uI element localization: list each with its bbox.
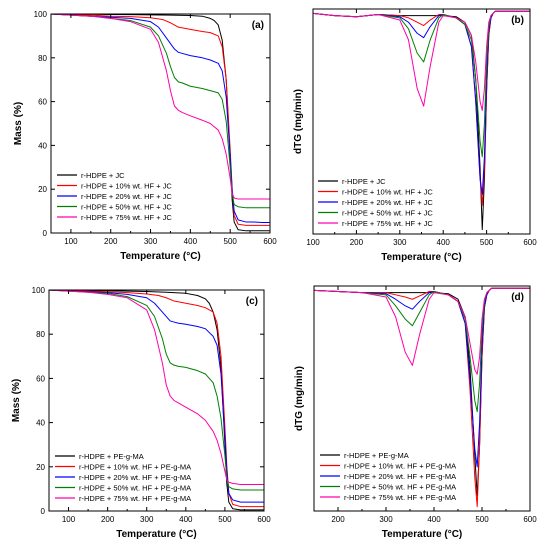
y-tick-label: 20 [38,185,47,194]
series-line-4 [49,290,264,491]
series-line-2 [51,14,270,226]
series-line-4 [313,10,530,158]
legend-entry: r-HDPE + 75% wt. HF + PE-g-MA [79,494,191,503]
panel-label: (a) [252,20,264,31]
legend-entry: r-HDPE + PE-g-MA [344,451,409,460]
legend-entry: r-HDPE + 20% wt. HF + JC [81,192,172,201]
series-line-1 [51,14,270,232]
x-tick-label: 500 [218,515,232,524]
legend-entry: r-HDPE + 10% wt. HF + PE-g-MA [344,461,456,470]
panel-label: (c) [246,296,258,307]
series-line-1 [49,290,264,511]
x-tick-label: 300 [140,515,154,524]
y-tick-label: 100 [34,10,48,19]
x-tick-label: 200 [101,515,115,524]
x-tick-label: 100 [306,238,320,247]
y-tick-label: 20 [36,463,45,472]
legend-entry: r-HDPE + 50% wt. HF + PE-g-MA [344,482,456,491]
series-line-2 [49,290,264,508]
legend-entry: r-HDPE + 20% wt. HF + PE-g-MA [79,473,191,482]
panel-b: 100 200 300 400 500 600 Temperature (°C) dTG (m… [293,8,537,263]
series-group [51,14,270,232]
legend-entry: r-HDPE + 10% wt. HF + JC [342,187,433,196]
y-tick-label: 40 [36,419,45,428]
series-group [49,290,264,511]
legend-entry: r-HDPE + 20% wt. HF + PE-g-MA [344,472,456,481]
y-tick-label: 60 [36,374,45,383]
series-line-4 [314,287,530,413]
series-group [313,10,530,231]
series-line-3 [313,10,530,195]
legend-entry: r-HDPE + 50% wt. HF + JC [342,208,433,217]
series-line-5 [51,14,270,200]
legend-entry: r-HDPE + 75% wt. HF + PE-g-MA [344,493,456,502]
legend-entry: r-HDPE + 75% wt. HF + JC [342,219,433,228]
x-tick-label: 200 [350,238,364,247]
panel-label: (d) [511,292,524,303]
x-tick-label: 600 [263,237,277,246]
x-tick-label: 500 [224,237,238,246]
plot-frame [48,289,265,512]
legend: r-HDPE + JCr-HDPE + 10% wt. HF + JC r-HDP… [318,177,433,228]
x-tick-label: 200 [104,237,118,246]
legend-entry: r-HDPE + 20% wt. HF + JC [342,198,433,207]
y-tick-label: 80 [36,330,45,339]
panel-d: 200 300 400 500 600 Temperature (°C) dTG (mg/m… [294,285,537,540]
y-tick-label: 0 [43,229,48,238]
legend-entry: r-HDPE + 75% wt. HF + JC [81,213,172,222]
panel-c: 100 200 300 400 500 600 0 20 40 60 80 100 Temperatur… [11,286,271,540]
x-tick-label: 400 [179,515,193,524]
x-tick-label: 400 [184,237,198,246]
series-line-4 [51,14,270,209]
series-line-5 [49,290,264,485]
y-axis-label: dTG (mg/min) [294,366,305,431]
x-tick-label: 600 [523,238,537,247]
x-axis-label: Temperature (°C) [382,529,463,540]
x-axis-label: Temperature (°C) [116,529,197,540]
legend-entry: r-HDPE + PE-g-MA [79,452,144,461]
x-tick-label: 100 [64,237,78,246]
x-axis-label: Temperature (°C) [381,252,462,263]
x-tick-label: 600 [257,515,271,524]
y-tick-label: 100 [32,286,46,295]
series-line-3 [49,290,264,503]
x-tick-label: 300 [393,238,407,247]
legend-entry: r-HDPE + 50% wt. HF + PE-g-MA [79,483,191,492]
legend: r-HDPE + PE-g-MAr-HDPE + 10% wt. HF + PE… [320,451,456,502]
y-tick-label: 0 [41,507,46,516]
series-line-5 [314,287,530,375]
x-tick-label: 100 [62,515,76,524]
x-tick-label: 300 [144,237,158,246]
x-tick-label: 600 [523,515,537,524]
x-tick-label: 500 [475,515,489,524]
y-axis-label: Mass (%) [13,102,24,145]
panel-a: 100 200 300 400 500 600 0 20 40 60 80 100 Temperatur… [13,10,277,262]
x-tick-label: 400 [437,238,451,247]
legend-entry: r-HDPE + 10% wt. HF + JC [81,181,172,190]
y-axis-label: dTG (mg/min) [293,89,304,154]
y-tick-label: 60 [38,98,47,107]
panel-label: (b) [511,15,524,26]
y-tick-label: 40 [38,141,47,150]
y-axis-label: Mass (%) [11,379,22,422]
x-tick-label: 500 [480,238,494,247]
legend: r-HDPE + JCr-HDPE + 10% wt. HF + JC r-HDP… [57,171,172,222]
series-group [314,287,530,508]
series-line-3 [314,287,530,468]
legend-entry: r-HDPE + 50% wt. HF + JC [81,202,172,211]
legend-entry: r-HDPE + JC [342,177,386,186]
legend-entry: r-HDPE + JC [81,171,125,180]
series-line-3 [51,14,270,223]
x-axis-label: Temperature (°C) [120,251,201,262]
series-line-5 [313,10,530,111]
y-tick-label: 80 [38,54,47,63]
x-tick-label: 400 [427,515,441,524]
legend-entry: r-HDPE + 10% wt. HF + PE-g-MA [79,462,191,471]
legend: r-HDPE + PE-g-MAr-HDPE + 10% wt. HF + PE… [55,452,191,503]
x-tick-label: 300 [379,515,393,524]
x-tick-label: 200 [331,515,345,524]
plot-frame [50,13,271,234]
plot-frame [313,285,531,512]
